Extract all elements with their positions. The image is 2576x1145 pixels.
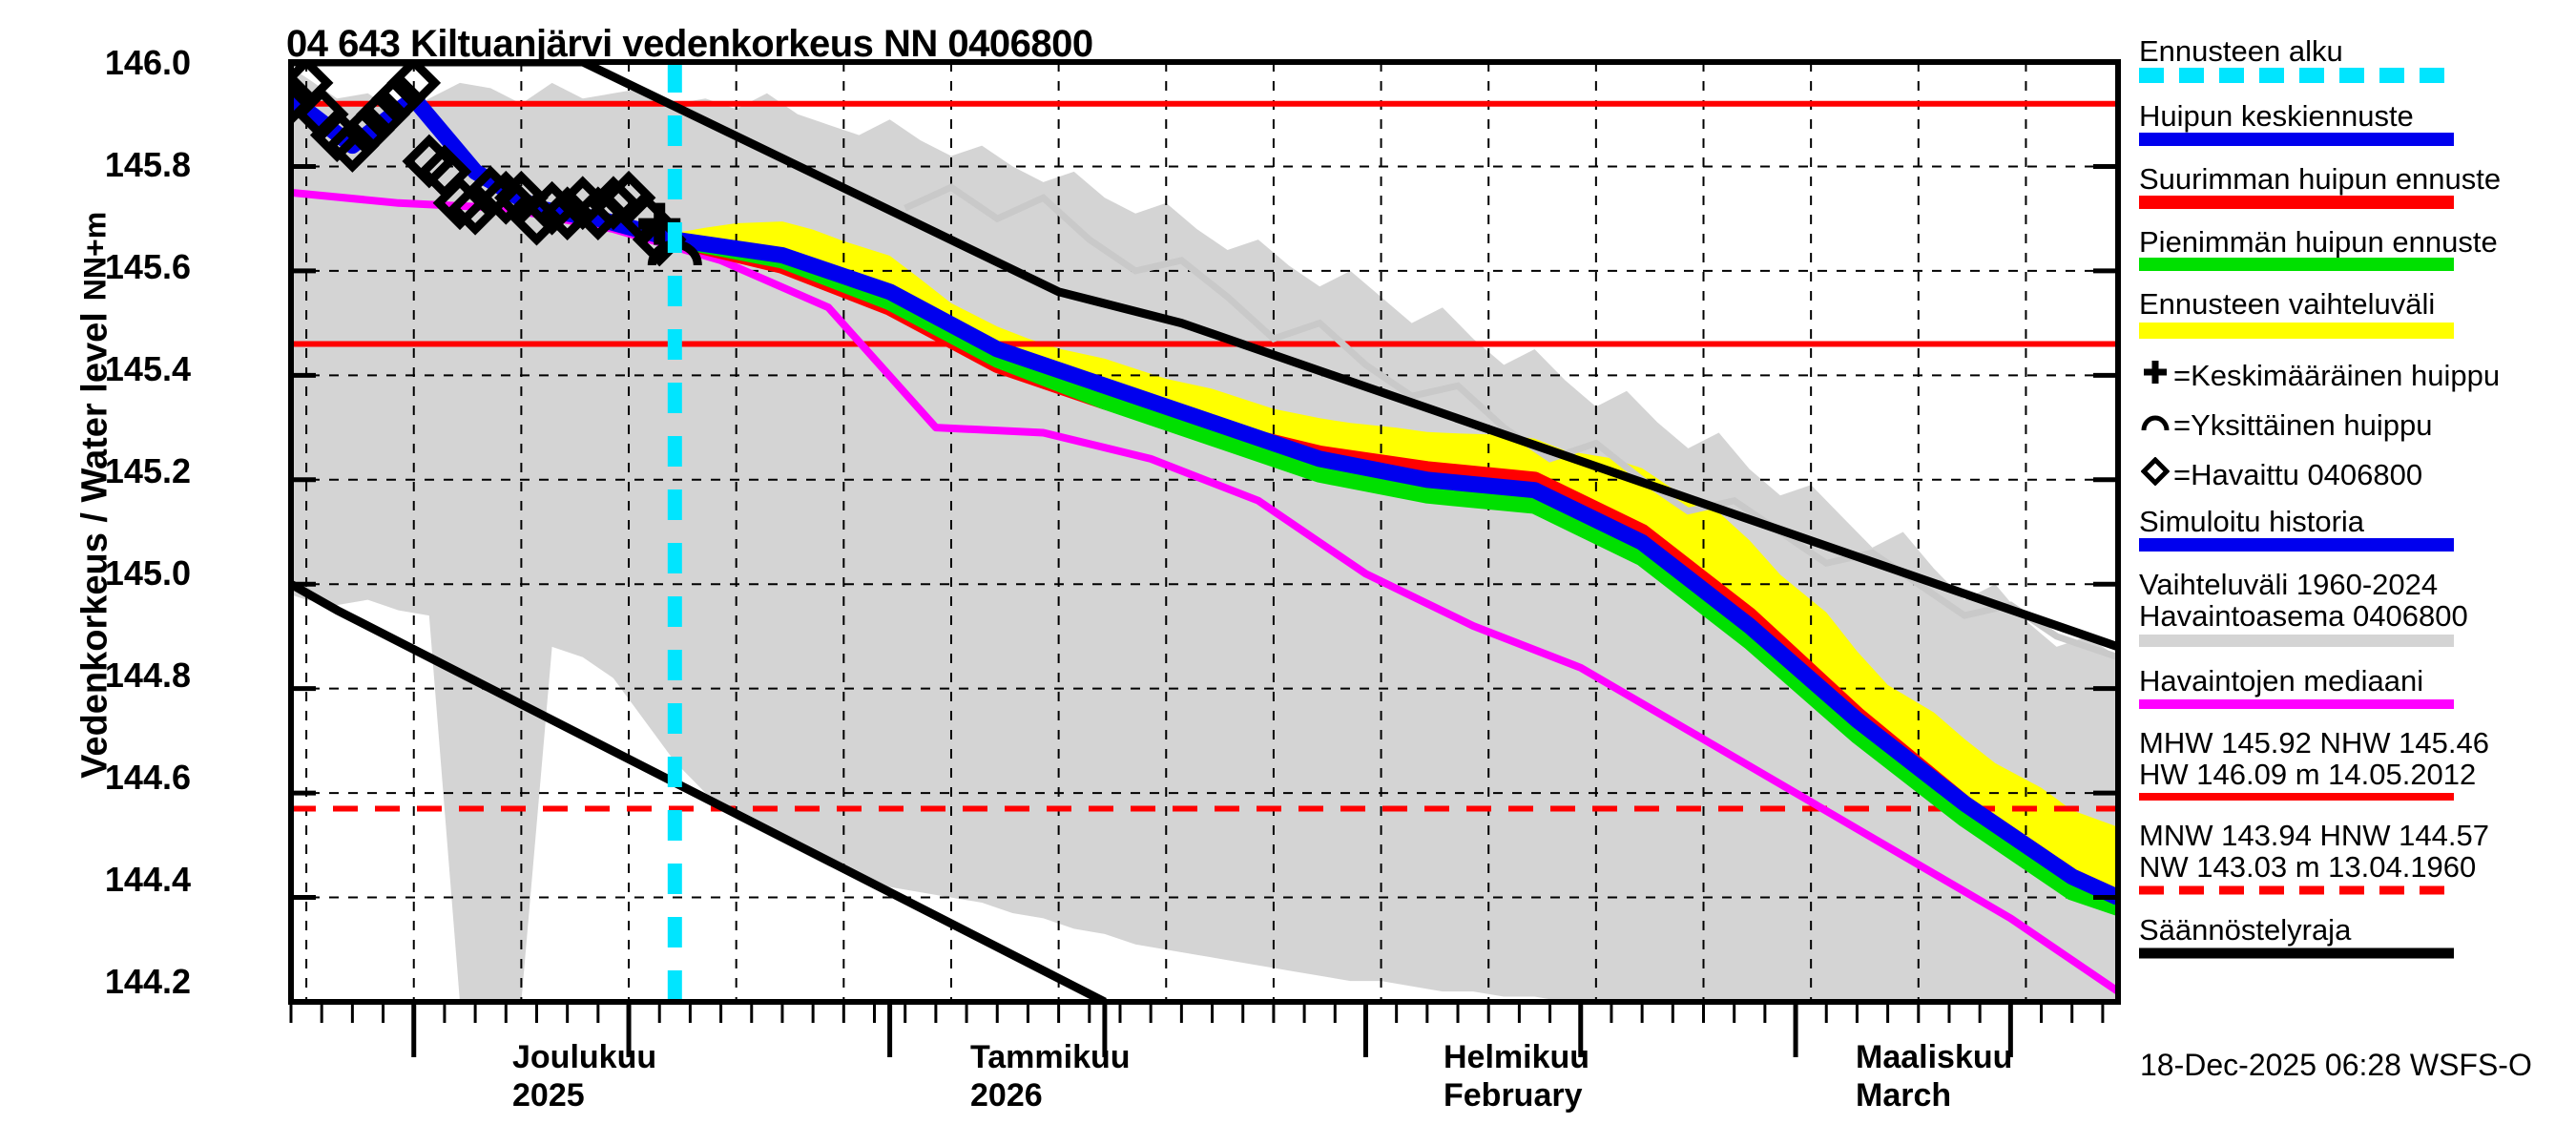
legend-swatch-forecast-range [2139,323,2454,340]
x-axis-major-ticks [411,1002,2013,1057]
regulation-limit-upper [291,62,2118,652]
y-axis-ticks [291,59,2118,1005]
legend-label-stats-high-1: MHW 145.92 NHW 145.46 [2139,725,2489,760]
y-tick-label: 145.4 [104,349,191,388]
legend-label-mean-peak: =Keskimääräinen huippu [2173,359,2501,393]
y-tick-label: 146.0 [104,43,191,82]
y-tick-label: 145.8 [104,145,191,184]
legend-swatch-high-water [2139,793,2454,802]
x-tick-year: 2026 [970,1077,1043,1114]
regulation-limit-lower [291,580,1107,1002]
legend-swatch-simulated-history [2139,538,2454,552]
legend-label-peak-mean: Huipun keskiennuste [2139,98,2414,133]
x-tick-month: Helmikuu [1444,1039,1590,1075]
legend-swatch-smallest-peak [2139,258,2454,272]
x-tick-month: Joulukuu [512,1039,657,1075]
legend-swatch-peak-mean [2139,132,2454,146]
x-tick-label-march: Maaliskuu March [1856,1038,2012,1114]
y-tick-label: 144.4 [104,860,191,899]
x-tick-month-en: March [1856,1077,1952,1114]
x-tick-label-february: Helmikuu February [1444,1038,1589,1114]
legend-swatch-historical-range [2139,634,2454,647]
arc-marker-icon [2139,407,2171,444]
reference-lines [291,100,2118,812]
legend-label-simulated-history: Simuloitu historia [2139,505,2365,539]
legend-swatch-median [2139,698,2454,709]
legend-label-stats-low-1: MNW 143.94 HNW 144.57 [2139,819,2489,853]
plot-frame [288,59,2121,1005]
legend-swatch-low-water [2139,885,2454,895]
legend-label-observed: =Havaittu 0406800 [2173,458,2423,492]
legend-label-range-years: Vaihteluväli 1960-2024 [2139,568,2439,602]
page-title: 04 643 Kiltuanjärvi vedenkorkeus NN 0406… [286,23,1093,65]
observed-markers [291,62,687,267]
legend-swatch-regulation-limit [2139,947,2454,959]
x-tick-label-december: Joulukuu 2025 [512,1038,656,1114]
legend-row-single-peak: =Yksittäinen huippu [2139,407,2576,444]
x-tick-month-en: February [1444,1077,1583,1114]
y-tick-label: 144.2 [104,962,191,1001]
legend-label-single-peak: =Yksittäinen huippu [2173,408,2433,443]
y-tick-label: 144.6 [104,758,191,797]
legend-swatch-largest-peak [2139,195,2454,209]
y-tick-label: 145.2 [104,451,191,490]
y-tick-label: 144.8 [104,656,191,695]
legend-label-stats-low-2: NW 143.03 m 13.04.1960 [2139,850,2477,885]
x-tick-month: Maaliskuu [1856,1039,2013,1075]
legend-label-range-station: Havaintoasema 0406800 [2139,599,2468,634]
legend-label-median: Havaintojen mediaani [2139,663,2424,697]
historical-range-band [291,67,2118,1002]
plus-marker-icon [2139,358,2171,394]
chart-legend: Ennusteen alku Huipun keskiennuste Suuri… [2139,34,2576,965]
y-tick-label: 145.0 [104,553,191,593]
footer-timestamp: 18-Dec-2025 06:28 WSFS-O [2140,1048,2532,1082]
y-tick-label: 145.6 [104,247,191,286]
smallest-peak-forecast-line [673,231,2118,916]
x-tick-year: 2025 [512,1077,585,1114]
diamond-marker-icon [2139,456,2171,493]
legend-label-largest-peak: Suurimman huipun ennuste [2139,161,2502,196]
legend-label-smallest-peak: Pienimmän huipun ennuste [2139,224,2498,259]
legend-label-forecast-range: Ennusteen vaihteluväli [2139,287,2436,322]
legend-swatch-forecast-start [2139,67,2454,83]
x-axis-minor-ticks [289,1002,2105,1023]
legend-row-mean-peak: =Keskimääräinen huippu [2139,358,2576,394]
peak-mean-forecast-line [674,231,2118,906]
legend-label-regulation-limit: Säännöstelyraja [2139,913,2352,947]
legend-row-observed: =Havaittu 0406800 [2139,456,2576,493]
legend-label-forecast-start: Ennusteen alku [2139,34,2343,68]
legend-label-stats-high-2: HW 146.09 m 14.05.2012 [2139,757,2477,791]
